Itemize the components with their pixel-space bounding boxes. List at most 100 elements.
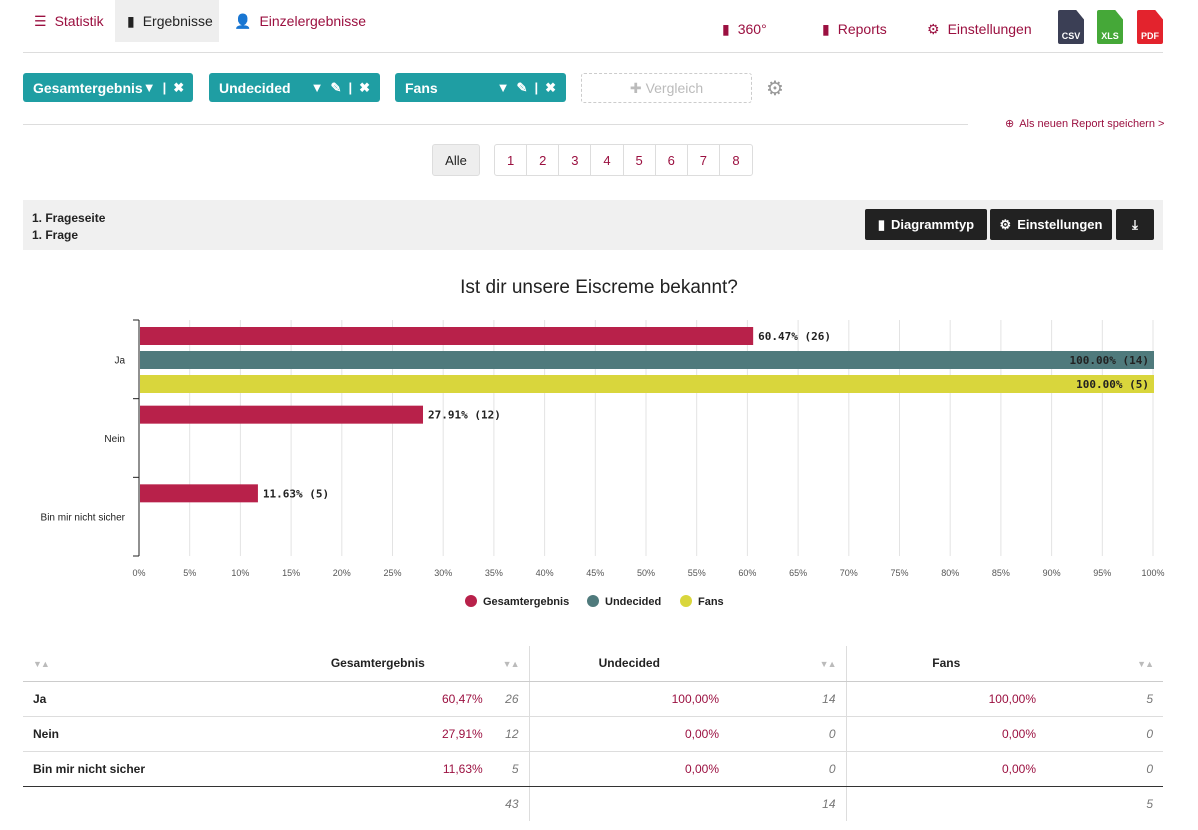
- page-button[interactable]: 1: [495, 145, 528, 175]
- bar: [140, 327, 754, 345]
- count-cell: 5: [1046, 681, 1163, 717]
- sort-icon[interactable]: ▼▲: [1137, 659, 1154, 670]
- x-tick-label: 0%: [132, 568, 145, 578]
- x-tick-label: 25%: [383, 568, 401, 578]
- bar-chart-icon: ▮: [127, 12, 135, 29]
- sort-icon[interactable]: ▼▲: [33, 659, 50, 670]
- nav-360[interactable]: ▮ 360°: [722, 20, 767, 38]
- bar-chart: 0% 5% 10% 15% 20% 25% 30% 35% 40% 45% 50% 55% 60% 65%…: [41, 319, 1165, 608]
- total-cell: 5: [1146, 796, 1153, 811]
- percent-cell: 60,47%: [263, 681, 493, 717]
- gear-icon: ⚙: [999, 216, 1012, 232]
- bar: [140, 351, 1154, 369]
- nav-reports[interactable]: ▮ Reports: [822, 20, 887, 38]
- gear-icon: ⚙: [927, 20, 940, 37]
- bar-chart-icon: ▮: [722, 20, 730, 37]
- data-label: 100.00% (5): [1076, 378, 1149, 391]
- nav-einzelergebnisse[interactable]: 👤 Einzelergebnisse: [234, 12, 367, 30]
- count-cell: 26: [492, 681, 529, 717]
- sort-icon[interactable]: ▼▲: [819, 659, 837, 670]
- percent-cell: 0,00%: [845, 716, 1046, 752]
- x-tick-label: 75%: [890, 568, 908, 578]
- table-row: Bin mir nicht sicher 11,63% 5 0,00% 0 0,00% 0: [23, 751, 1163, 787]
- caret-down-icon[interactable]: ▼: [496, 80, 510, 95]
- page-button[interactable]: 7: [688, 145, 720, 175]
- count-cell: 12: [492, 716, 529, 752]
- add-comparison-button[interactable]: ✚ Vergleich: [581, 73, 752, 103]
- page-button[interactable]: 6: [656, 145, 688, 175]
- x-tick-label: 40%: [536, 568, 554, 578]
- user-icon: 👤: [234, 12, 252, 29]
- count-cell: 5: [492, 751, 529, 787]
- legend-marker[interactable]: [587, 595, 599, 607]
- filter-undecided[interactable]: Undecided ▼ ✎ | ✖: [209, 73, 380, 102]
- count-cell: 0: [1046, 716, 1163, 752]
- count-cell: 0: [1046, 751, 1163, 787]
- count-cell: 0: [729, 716, 846, 752]
- save-report-link[interactable]: ⊕ Als neuen Report speichern >: [1005, 117, 1165, 131]
- x-tick-label: 35%: [485, 568, 503, 578]
- x-tick-label: 95%: [1093, 568, 1111, 578]
- x-tick-label: 15%: [282, 568, 300, 578]
- percent-cell: 100,00%: [528, 681, 729, 717]
- nav-statistik[interactable]: ☰ Statistik: [34, 12, 104, 30]
- page-button[interactable]: 3: [559, 145, 592, 175]
- table-row: Nein 27,91% 12 0,00% 0 0,00% 0: [23, 716, 1163, 752]
- xls-export-button[interactable]: XLS: [1097, 10, 1123, 44]
- page-button[interactable]: 4: [591, 145, 624, 175]
- x-tick-label: 5%: [183, 568, 196, 578]
- percent-cell: 11,63%: [263, 751, 493, 787]
- sort-icon[interactable]: ▼▲: [502, 659, 520, 670]
- page-label: 1. Frageseite: [32, 211, 106, 225]
- column-header: Fans: [845, 646, 1046, 682]
- percent-cell: 0,00%: [528, 751, 729, 787]
- pencil-icon[interactable]: ✎: [330, 79, 342, 95]
- category-label: Bin mir nicht sicher: [41, 513, 126, 524]
- x-tick-label: 70%: [840, 568, 858, 578]
- x-tick-label: 100%: [1141, 568, 1164, 578]
- legend-marker[interactable]: [680, 595, 692, 607]
- x-tick-label: 65%: [789, 568, 807, 578]
- pdf-export-button[interactable]: PDF: [1137, 10, 1163, 44]
- row-label: Nein: [23, 716, 263, 752]
- page-button[interactable]: 5: [624, 145, 656, 175]
- legend-label[interactable]: Undecided: [605, 596, 661, 608]
- category-label: Ja: [114, 355, 125, 366]
- close-icon[interactable]: ✖: [359, 79, 370, 95]
- page-button[interactable]: 2: [527, 145, 560, 175]
- plus-circle-icon: ⊕: [1005, 118, 1015, 130]
- row-label: Bin mir nicht sicher: [23, 751, 263, 787]
- close-icon[interactable]: ✖: [545, 79, 556, 95]
- page-all-button[interactable]: Alle: [432, 144, 480, 176]
- legend-label[interactable]: Fans: [698, 596, 724, 608]
- bar-chart-icon: ▮: [877, 216, 886, 232]
- totals-row: 43 14 5: [23, 786, 1163, 821]
- count-cell: 0: [729, 751, 846, 787]
- percent-cell: 0,00%: [528, 716, 729, 752]
- filter-gesamtergebnis[interactable]: Gesamtergebnis ▼ | ✖: [23, 73, 193, 102]
- csv-export-button[interactable]: CSV: [1058, 10, 1084, 44]
- x-tick-label: 90%: [1043, 568, 1061, 578]
- filter-fans[interactable]: Fans ▼ ✎ | ✖: [395, 73, 566, 102]
- total-cell: 43: [505, 796, 519, 811]
- gear-icon[interactable]: ⚙: [766, 78, 784, 100]
- nav-ergebnisse[interactable]: ▮ Ergebnisse: [115, 0, 219, 42]
- close-icon[interactable]: ✖: [173, 79, 185, 95]
- bar-chart-icon: ▮: [822, 20, 830, 37]
- data-label: 27.91% (12): [428, 409, 501, 422]
- page-button[interactable]: 8: [732, 152, 740, 168]
- bar: [140, 375, 1154, 393]
- caret-down-icon[interactable]: ▼: [310, 80, 324, 95]
- chart-settings-button[interactable]: ⚙ Einstellungen: [990, 209, 1112, 240]
- legend-marker[interactable]: [465, 595, 477, 607]
- caret-down-icon[interactable]: ▼: [142, 80, 156, 95]
- download-button[interactable]: ⤓: [1116, 209, 1154, 240]
- nav-einstellungen[interactable]: ⚙ Einstellungen: [927, 20, 1032, 38]
- x-tick-label: 50%: [637, 568, 655, 578]
- chart-type-button[interactable]: ▮ Diagrammtyp: [865, 209, 987, 240]
- column-header: Undecided: [528, 646, 729, 682]
- divider: [23, 124, 968, 125]
- legend-label[interactable]: Gesamtergebnis: [483, 596, 569, 608]
- pencil-icon[interactable]: ✎: [516, 79, 528, 95]
